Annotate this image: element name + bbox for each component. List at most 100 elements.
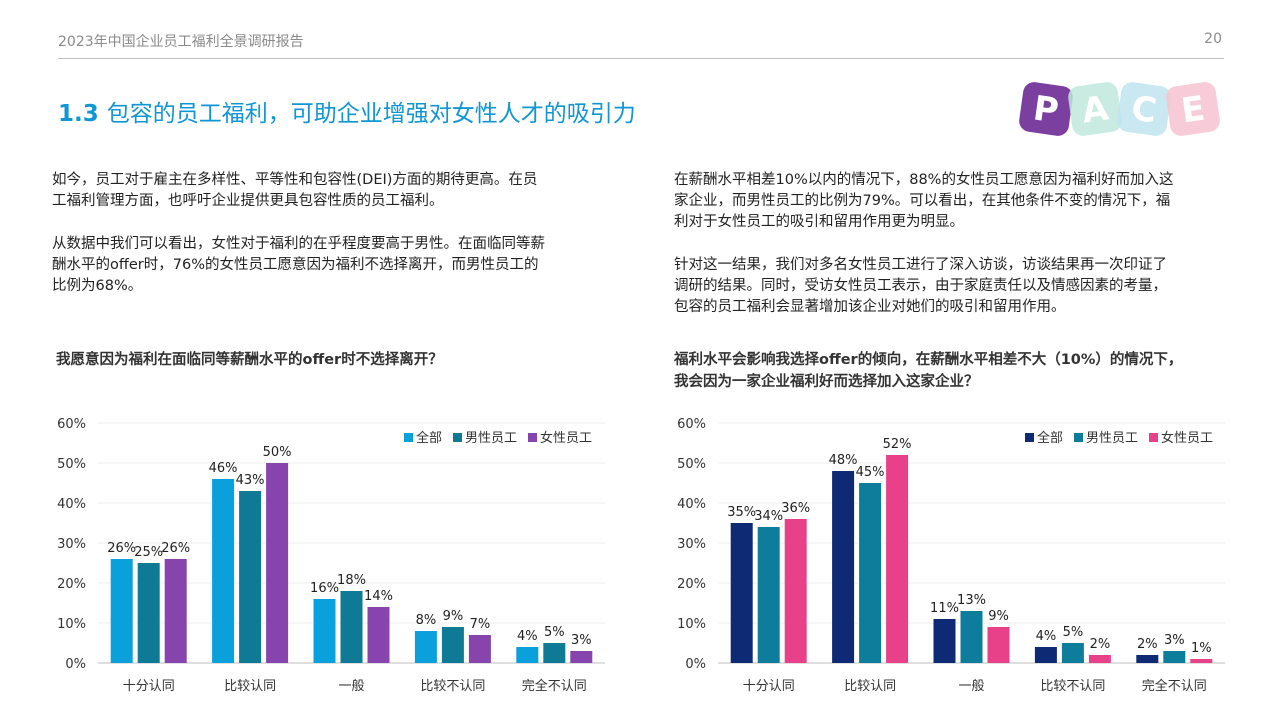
bar [1034,647,1057,663]
x-tick-label: 比较不认同 [1040,679,1105,694]
y-tick-label: 50% [677,457,706,472]
logo-tile-shape [1068,82,1122,136]
data-label: 34% [754,509,783,524]
bar [543,643,566,663]
logo-tile: E [1166,82,1220,136]
bar [757,527,780,663]
logo-letter: C [1129,88,1159,131]
data-label: 8% [416,613,437,628]
bar [960,611,983,663]
bar [441,627,464,663]
bar [1088,655,1111,663]
left-chart-question: 我愿意因为福利在面临同等薪酬水平的offer时不选择离开？ [56,352,443,368]
bar [1136,655,1159,663]
data-label: 50% [263,445,292,460]
bar [1163,651,1186,663]
bar [570,651,593,663]
logo-letter: E [1179,89,1208,132]
data-label: 5% [544,625,565,640]
text-line: 针对这一结果，我们对多名女性员工进行了深入访谈，访谈结果再一次印证了 [674,257,1167,273]
data-label: 48% [829,453,858,468]
data-label: 45% [856,465,885,480]
data-label: 35% [727,505,756,520]
y-tick-label: 0% [685,657,706,672]
data-label: 3% [571,633,592,648]
header-title: 2023年中国企业员工福利全景调研报告 [58,34,304,50]
y-tick-label: 0% [65,657,86,672]
right-paragraph-1: 在薪酬水平相差10%以内的情况下，88%的女性员工愿意因为福利好而加入这 家企业… [674,170,1234,233]
data-label: 26% [107,541,136,556]
y-tick-label: 40% [677,497,706,512]
data-label: 4% [1036,629,1057,644]
bar [137,563,160,663]
y-tick-label: 30% [677,537,706,552]
y-tick-label: 60% [677,417,706,432]
data-label: 46% [209,461,238,476]
y-tick-label: 10% [677,617,706,632]
legend-swatch [528,433,537,442]
bar [886,455,909,663]
data-label: 9% [988,609,1009,624]
data-label: 2% [1137,637,1158,652]
bar [164,559,187,663]
right-paragraph-2: 针对这一结果，我们对多名女性员工进行了深入访谈，访谈结果再一次印证了 调研的结果… [674,255,1234,318]
x-tick-label: 一般 [338,678,364,694]
section-number: 1.3 [58,101,99,127]
legend-label: 男性员工 [1086,431,1138,446]
legend-label: 女性员工 [540,430,592,446]
x-tick-label: 完全不认同 [1142,678,1207,694]
left-bar-chart: 0% 10% 20% 30% 40% 50% 60% 26%25%26% 十分认同 46%43% 5… [57,417,605,694]
text-line: 包容的员工福利会显著增加该企业对她们的吸引和留用作用。 [674,299,1066,315]
y-tick-label: 30% [57,537,86,552]
logo-letter: A [1079,88,1111,131]
data-label: 43% [236,473,265,488]
data-label: 25% [134,545,163,560]
data-label: 5% [1063,625,1084,640]
bar [266,463,289,663]
bar [367,607,390,663]
text-line: 从数据中我们可以看出，女性对于福利的在乎程度要高于男性。在面临同等薪 [52,236,545,252]
y-tick-label: 20% [57,577,86,592]
text-line: 比例为68%。 [52,278,143,294]
bar [340,591,363,663]
x-tick-label: 十分认同 [123,679,175,694]
header-divider [58,58,1224,59]
data-label: 11% [930,601,959,616]
data-label: 36% [781,501,810,516]
text-line: 利对于女性员工的吸引和留用作用更为明显。 [674,214,964,230]
text-line: 家企业，而男性员工的比例为79%。可以看出，在其他条件不变的情况下，福 [674,193,1171,209]
bar [1061,643,1084,663]
logo-tile: P [1019,82,1073,136]
y-tick-label: 20% [677,577,706,592]
x-tick-label: 一般 [958,678,984,694]
bar [784,519,807,663]
bar [414,631,437,663]
x-tick-label: 十分认同 [743,679,795,694]
right-chart-question: 福利水平会影响我选择offer的倾向，在薪酬水平相差不大（10%）的情况下， 我… [674,349,1182,393]
data-label: 18% [337,573,366,588]
data-label: 4% [517,629,538,644]
bar [516,647,539,663]
left-paragraph-2: 从数据中我们可以看出，女性对于福利的在乎程度要高于男性。在面临同等薪 酬水平的o… [52,234,612,297]
logo-tile: A [1068,82,1122,136]
data-label: 13% [957,593,986,608]
x-tick-label: 比较认同 [844,679,896,694]
bar [933,619,956,663]
bar [1190,659,1213,663]
legend-swatch [1025,433,1034,442]
logo-tile-shape [1019,82,1073,136]
question-line: 我会因为一家企业福利好而选择加入这家企业？ [674,374,979,390]
question-line: 福利水平会影响我选择offer的倾向，在薪酬水平相差不大（10%）的情况下， [674,352,1183,368]
data-label: 2% [1090,637,1111,652]
y-tick-label: 50% [57,457,86,472]
bar [110,559,133,663]
text-line: 工福利管理方面，也呼吁企业提供更具包容性质的员工福利。 [52,193,444,209]
data-label: 9% [443,609,464,624]
page-number: 20 [1204,31,1222,47]
data-label: 26% [161,541,190,556]
section-heading: 包容的员工福利，可助企业增强对女性人才的吸引力 [106,101,636,127]
y-tick-label: 40% [57,497,86,512]
bar [859,483,882,663]
legend-swatch [453,433,462,442]
